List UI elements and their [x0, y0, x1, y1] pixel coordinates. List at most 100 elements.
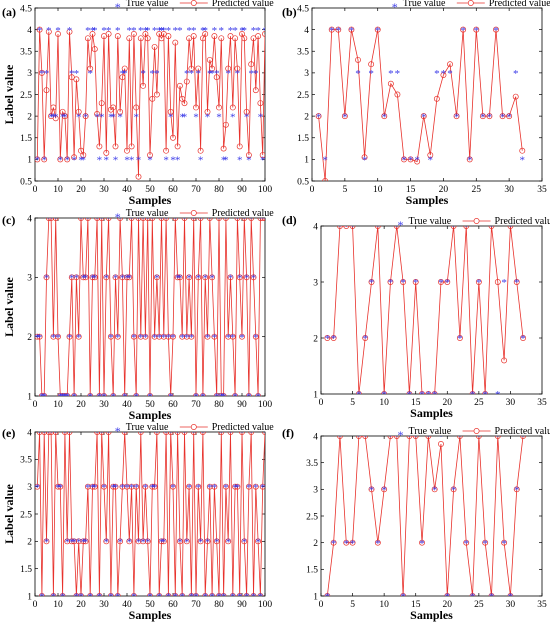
true-value-point: * [92, 25, 98, 37]
predicted-value-point [172, 39, 179, 46]
true-value-point: * [129, 482, 135, 494]
true-value-point: * [46, 25, 52, 37]
true-value-point: * [186, 25, 192, 37]
true-value-point: * [184, 68, 190, 80]
predicted-value-point [36, 432, 43, 435]
predicted-value-point [519, 147, 526, 154]
panel-label: (c) [2, 213, 15, 227]
true-value-point: * [253, 482, 259, 494]
predicted-value-point [112, 143, 119, 150]
predicted-value-point [147, 393, 153, 396]
true-value-point: * [120, 68, 126, 80]
predicted-value-point [427, 152, 434, 158]
predicted-value-point [71, 393, 78, 396]
y-tick-label: 2 [27, 333, 32, 343]
predicted-value-point [121, 65, 128, 72]
predicted-value-point [43, 274, 50, 281]
x-tick-label: 20 [443, 398, 453, 408]
predicted-value-point [91, 274, 98, 281]
true-value-point: * [316, 111, 322, 123]
true-value-point: * [189, 332, 195, 344]
predicted-value-point [450, 486, 457, 493]
y-tick-label: 4 [27, 26, 32, 36]
series-group: * * * * * * * * * * * * * * * * * * * * * * * * * * * * * * * * * * * * * * * *… [35, 427, 265, 603]
predicted-value-point [204, 108, 211, 115]
true-value-point: * [219, 427, 225, 439]
predicted-value-point [117, 218, 124, 221]
predicted-value-point [50, 104, 57, 111]
predicted-value-point [117, 108, 124, 115]
predicted-value-point [330, 539, 337, 546]
y-tick-label: 1.5 [20, 565, 32, 575]
y-tick-label: 1.5 [20, 134, 32, 144]
predicted-value-point [218, 35, 225, 42]
true-value-point: * [92, 273, 98, 285]
predicted-value-line [36, 432, 265, 596]
predicted-value-point [513, 486, 520, 493]
predicted-value-point [128, 218, 135, 221]
x-tick-label: 50 [145, 400, 155, 410]
predicted-value-point [183, 78, 190, 85]
predicted-value-point [501, 539, 508, 546]
true-value-point: * [62, 391, 68, 403]
y-tick-label: 2.5 [20, 91, 32, 101]
true-value-point: * [108, 111, 114, 123]
true-value-point: * [138, 332, 144, 344]
y-tick-label: 1 [313, 592, 318, 602]
predicted-value-point [227, 432, 234, 435]
y-tick-label: 1 [304, 156, 309, 166]
true-value-point: * [262, 25, 268, 37]
true-value-point: * [381, 389, 387, 401]
true-value-point: * [506, 111, 512, 123]
true-value-point: * [255, 25, 261, 37]
predicted-value-point [412, 436, 419, 439]
predicted-value-point [103, 149, 110, 156]
predicted-value-point [126, 35, 133, 42]
true-value-point: * [138, 427, 144, 439]
predicted-value-point [91, 483, 98, 490]
panel-label: (d) [282, 213, 297, 227]
predicted-value-point [488, 593, 495, 596]
x-axis-label: Samples [410, 406, 453, 420]
x-tick-label: 0 [319, 398, 324, 408]
y-tick-label: 3 [313, 278, 318, 288]
true-value-point: * [51, 591, 57, 603]
x-tick-label: 30 [99, 600, 109, 610]
true-value-point: * [87, 68, 93, 80]
true-value-point: * [202, 25, 208, 37]
legend-predicted-marker [473, 218, 480, 224]
true-value-point: * [55, 25, 61, 37]
predicted-value-point [259, 152, 265, 158]
true-value-point: * [375, 221, 381, 233]
true-value-point: * [46, 427, 52, 439]
true-value-point: * [244, 591, 250, 603]
true-value-point: * [212, 25, 218, 37]
predicted-value-point [149, 95, 156, 102]
predicted-value-point [252, 87, 259, 94]
true-value-point: * [53, 111, 59, 123]
predicted-value-point [149, 483, 156, 490]
true-value-point: * [156, 25, 162, 37]
true-value-point: * [228, 427, 234, 439]
y-tick-label: 4.5 [20, 4, 32, 14]
legend-true-label: True value [409, 216, 452, 227]
true-value-point: * [350, 221, 356, 233]
true-value-point: * [78, 213, 84, 225]
predicted-value-point [66, 333, 73, 340]
true-value-point: * [191, 25, 197, 37]
predicted-value-point [234, 218, 241, 221]
true-value-point: * [58, 482, 64, 494]
true-value-point: * [110, 482, 116, 494]
true-value-point: * [85, 482, 91, 494]
true-value-point: * [143, 332, 149, 344]
predicted-value-point [144, 538, 151, 545]
y-tick-label: 2 [27, 538, 32, 548]
true-value-point: * [205, 111, 211, 123]
x-tick-label: 100 [258, 600, 273, 610]
predicted-value-point [368, 279, 375, 285]
predicted-value-point [98, 100, 105, 107]
predicted-value-point [220, 145, 227, 152]
predicted-value-point [151, 43, 158, 50]
predicted-value-point [199, 393, 206, 396]
predicted-value-point [45, 218, 52, 221]
